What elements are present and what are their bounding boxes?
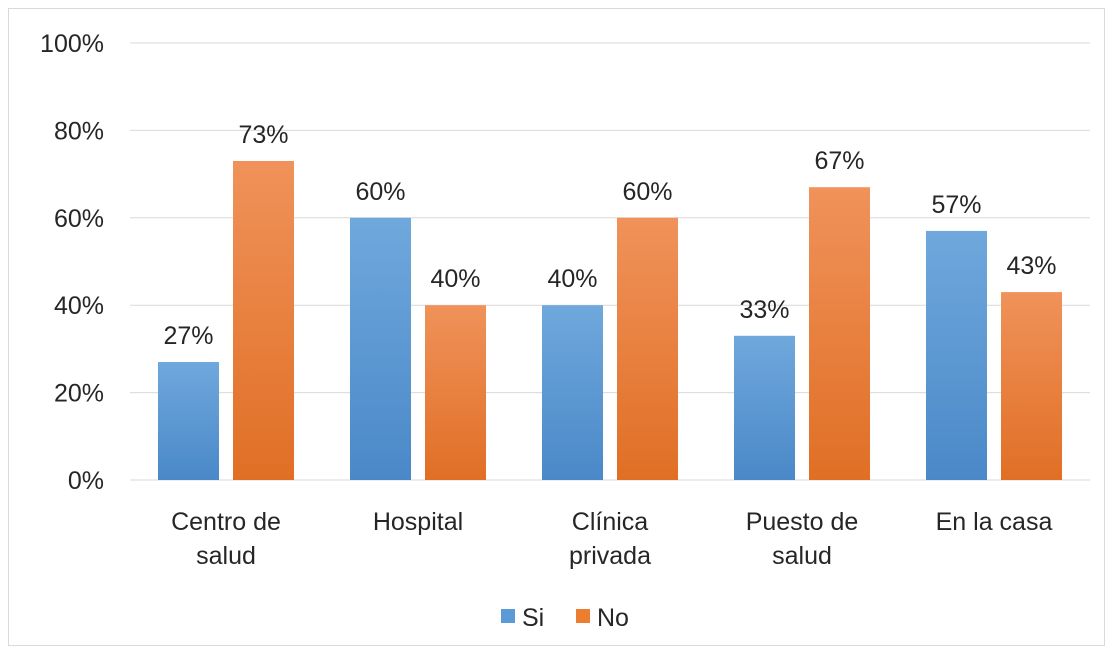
data-label: 60%	[622, 178, 672, 206]
data-label: 40%	[547, 265, 597, 293]
data-label: 67%	[814, 147, 864, 175]
legend-swatch-no	[576, 609, 590, 623]
bar-no	[809, 187, 870, 480]
category-label: Clínica	[572, 508, 649, 536]
legend-label-no: No	[597, 604, 629, 632]
y-tick-label: 100%	[40, 30, 104, 58]
y-axis-ticks: 0% 20% 40% 60% 80% 100%	[40, 30, 104, 495]
category-label: Puesto de	[746, 508, 859, 536]
legend: Si No	[501, 604, 629, 632]
bars	[158, 160, 1062, 481]
legend-label-si: Si	[522, 604, 544, 632]
category-label: privada	[569, 542, 651, 570]
bar-si	[158, 362, 219, 480]
y-tick-label: 20%	[54, 380, 104, 408]
category-label: salud	[196, 542, 256, 570]
category-label: Centro de	[171, 508, 281, 536]
data-label: 60%	[355, 178, 405, 206]
bar-no	[425, 305, 486, 480]
data-label: 33%	[739, 296, 789, 324]
data-labels: 27% 73% 60% 40% 40% 60% 33% 67% 57% 43%	[163, 121, 1056, 350]
category-label: salud	[772, 542, 832, 570]
bar-si	[350, 217, 411, 481]
data-label: 57%	[931, 191, 981, 219]
data-label: 27%	[163, 322, 213, 350]
y-tick-label: 40%	[54, 292, 104, 320]
bar-no	[233, 160, 294, 481]
bar-no	[617, 217, 678, 481]
category-label: Hospital	[373, 508, 463, 536]
data-label: 40%	[430, 265, 480, 293]
data-label: 73%	[238, 121, 288, 149]
category-label: En la casa	[936, 508, 1053, 536]
x-axis-categories: Centro de salud Hospital Clínica privada Pues…	[171, 508, 1052, 570]
y-tick-label: 0%	[68, 467, 104, 495]
y-tick-label: 60%	[54, 205, 104, 233]
bar-si	[926, 230, 987, 480]
bar-no	[1001, 292, 1062, 480]
y-tick-label: 80%	[54, 117, 104, 145]
legend-swatch-si	[501, 609, 515, 623]
data-label: 43%	[1006, 252, 1056, 280]
bar-si	[734, 335, 795, 480]
bar-si	[542, 305, 603, 480]
